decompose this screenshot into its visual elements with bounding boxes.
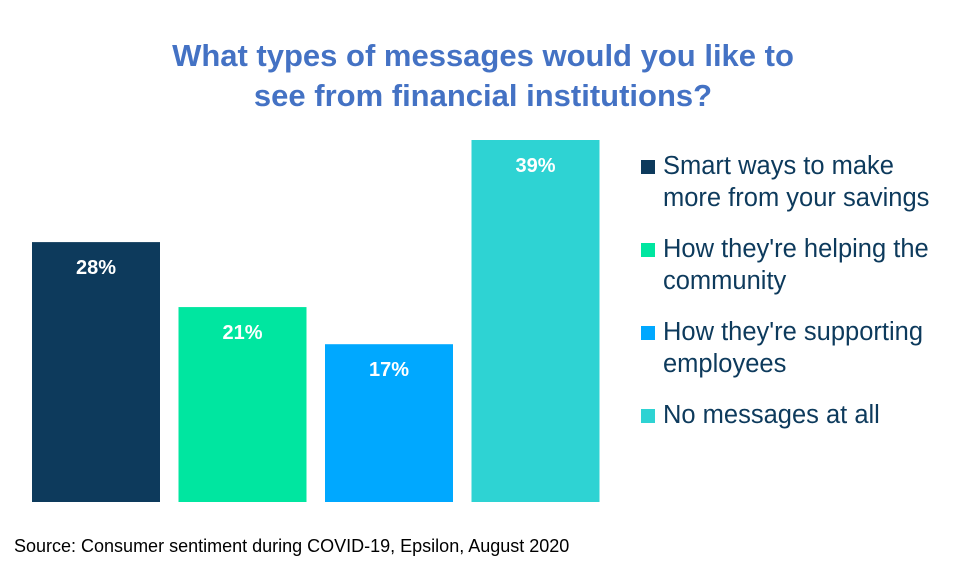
legend-label: Smart ways to make	[663, 152, 894, 180]
chart-title-line-1: What types of messages would you like to	[172, 38, 794, 73]
data-label-2: 21%	[222, 322, 262, 344]
data-label-1: 28%	[76, 257, 116, 279]
legend-label: more from your savings	[663, 184, 930, 212]
legend-swatch	[641, 409, 655, 423]
legend-item-2: How they're helping the community	[641, 233, 961, 297]
chart-title: What types of messages would you like to…	[0, 36, 966, 116]
bar-2	[178, 307, 307, 502]
bar-3	[325, 344, 453, 502]
legend: Smart ways to make more from your savings…	[641, 150, 961, 450]
legend-item-3: How they're supporting employees	[641, 316, 961, 380]
bar-4	[471, 140, 600, 502]
data-label-3: 17%	[369, 359, 409, 381]
legend-label: No messages at all	[663, 401, 880, 429]
data-label-4: 39%	[515, 155, 555, 177]
legend-item-1: Smart ways to make more from your savings	[641, 150, 961, 214]
chart-title-line-2: see from financial institutions?	[253, 78, 713, 113]
bar-1	[32, 242, 160, 502]
legend-swatch	[641, 160, 655, 174]
legend-swatch	[641, 243, 655, 257]
legend-label: How they're helping the	[663, 235, 929, 263]
source-note: Source: Consumer sentiment during COVID-…	[14, 536, 570, 556]
legend-label: employees	[663, 350, 787, 378]
legend-swatch	[641, 326, 655, 340]
legend-label: How they're supporting	[663, 318, 924, 346]
legend-label: community	[663, 267, 787, 295]
legend-item-4: No messages at all	[641, 399, 961, 431]
